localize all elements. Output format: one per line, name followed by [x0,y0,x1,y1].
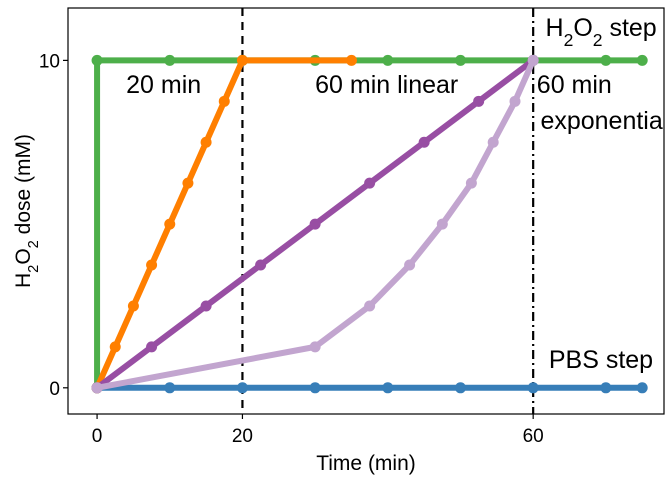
x-tick-label: 0 [92,426,103,447]
annotation-h2o2-step: H2O2 step [546,14,657,50]
text-part: H [12,273,35,288]
series-4 [91,54,539,394]
y-axis: 0 10 [39,51,68,400]
plot-panel-border [67,7,665,415]
x-tick-label: 20 [232,426,253,447]
text-part: H [546,14,564,42]
annotation-twenty-min: 20 min [126,71,201,99]
subscript-text: 2 [564,30,574,50]
data-point [418,136,430,148]
annotation-pbs-step: PBS step [549,346,653,374]
data-point [200,300,212,312]
data-point [636,382,648,394]
data-point [236,54,248,66]
y-tick-label: 10 [39,51,60,72]
data-point [454,382,466,394]
subscript-text: 2 [26,240,42,248]
data-point [109,341,121,353]
data-point [164,54,176,66]
annotation-sixty-linear: 60 min linear [315,71,458,99]
data-point [364,300,376,312]
data-point [164,218,176,230]
data-point [182,177,194,189]
data-point [600,382,612,394]
annotation-sixty-exp-1: 60 min [537,71,612,99]
data-point [382,382,394,394]
x-axis-title: Time (min) [316,452,416,475]
annotation-sixty-exp-2: exponential [540,107,668,135]
data-point [255,259,267,271]
x-tick-label: 60 [523,426,544,447]
data-point [91,382,103,394]
data-point [465,177,477,189]
data-point [509,95,521,107]
text-part: O [573,14,592,42]
subscript-text: 2 [26,265,42,273]
data-point [309,382,321,394]
data-point [404,259,416,271]
data-point [527,54,539,66]
data-point [164,382,176,394]
data-point [600,54,612,66]
text-part: O [12,248,35,264]
data-point [146,341,158,353]
data-point [527,382,539,394]
data-point [309,341,321,353]
data-point [91,54,103,66]
reference-lines [241,8,535,414]
text-part: dose (mM) [12,134,35,240]
data-point [146,259,158,271]
data-point [236,382,248,394]
data-point [454,54,466,66]
data-point [473,95,485,107]
series-line [94,57,355,391]
data-point [636,54,648,66]
data-point [364,177,376,189]
text-part: step [603,14,657,42]
x-axis: 0 20 60 [92,414,544,447]
data-point [345,54,357,66]
data-point [382,54,394,66]
data-point [127,300,139,312]
data-point [487,136,499,148]
y-tick-label: 0 [49,379,60,400]
data-point [309,218,321,230]
subscript-text: 2 [593,30,603,50]
data-point [200,136,212,148]
y-axis-title: H2O2 dose (mM) [12,134,42,288]
data-point [218,95,230,107]
data-point [436,218,448,230]
series-layer [91,54,648,394]
